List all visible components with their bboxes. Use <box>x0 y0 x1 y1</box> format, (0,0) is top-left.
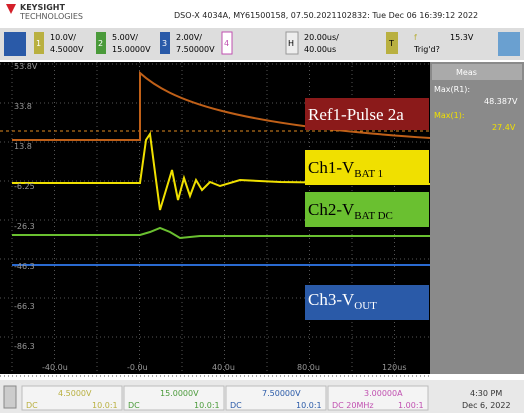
time-key[interactable]: H <box>288 39 294 48</box>
x-label: -0.0u <box>127 363 148 372</box>
legend-sub: OUT <box>354 300 377 312</box>
ch-scale: 2.00V/ <box>176 33 202 42</box>
meas-title[interactable]: Meas <box>456 68 477 77</box>
x-label: 120us <box>382 363 407 372</box>
time-delay: 40.00us <box>304 45 336 54</box>
ch-num[interactable]: 2 <box>98 39 103 48</box>
brand-sub: TECHNOLOGIES <box>19 12 83 21</box>
clock-time: 4:30 PM <box>470 389 502 398</box>
brand: KEYSIGHT <box>20 3 65 12</box>
x-label: -40.0u <box>42 363 68 372</box>
meas-value: 48.387V <box>484 97 518 106</box>
x-label: 80.0u <box>297 363 320 372</box>
y-label: -66.3 <box>14 302 35 311</box>
legend: Ref1-Pulse 2a <box>308 105 404 124</box>
y-label: 53.8V <box>14 62 38 71</box>
bottom-probe: 1.00:1 <box>398 401 424 410</box>
ch-num[interactable]: 3 <box>162 39 167 48</box>
ch-num[interactable]: 4 <box>224 39 229 48</box>
y-label: -86.3 <box>14 342 35 351</box>
y-label: -46.3 <box>14 262 35 271</box>
ch-offset: 4.5000V <box>50 45 84 54</box>
svg-text:Ch3-VOUT: Ch3-VOUT <box>308 290 377 312</box>
bottom-coupling: DC 20MHz <box>332 401 374 410</box>
bottom-cell <box>327 385 429 411</box>
y-label: 33.8 <box>14 102 32 111</box>
clock-date: Dec 6, 2022 <box>462 401 511 410</box>
svg-text:Ch1-VBAT 1: Ch1-VBAT 1 <box>308 158 383 180</box>
legend-sub: BAT DC <box>354 210 393 222</box>
svg-text:Ch2-VBAT DC: Ch2-VBAT DC <box>308 200 393 222</box>
bottom-offset: 4.5000V <box>58 389 92 398</box>
trig-level: 15.3V <box>450 33 474 42</box>
bottom-offset: 7.50000V <box>262 389 301 398</box>
logo <box>6 4 16 14</box>
ref1-trace <box>12 70 431 141</box>
trig-key[interactable]: T <box>388 39 394 48</box>
y-label: -6.25 <box>14 182 35 191</box>
meas-value: 27.4V <box>492 123 516 132</box>
bottom-offset: 3.00000A <box>364 389 403 398</box>
bottom-coupling: DC <box>128 401 140 410</box>
ch-scale: 5.00V/ <box>112 33 138 42</box>
bottom-coupling: DC <box>230 401 242 410</box>
bottom-coupling: DC <box>26 401 38 410</box>
ch-num[interactable]: 1 <box>36 39 41 48</box>
bottom-cell <box>21 385 123 411</box>
bottom-offset: 15.0000V <box>160 389 199 398</box>
legend: Ch3-V <box>308 290 355 309</box>
x-label: 40.0u <box>212 363 235 372</box>
bottom-probe: 10.0:1 <box>92 401 118 410</box>
ch-offset: 15.0000V <box>112 45 151 54</box>
y-label: 13.8 <box>14 142 32 151</box>
legend: Ch2-V <box>308 200 355 219</box>
ch-offset: 7.50000V <box>176 45 215 54</box>
bottom-probe: 10.0:1 <box>296 401 322 410</box>
time-scale: 20.00us/ <box>304 33 339 42</box>
bottom-cell <box>225 385 327 411</box>
trig-edge: f <box>414 33 417 42</box>
bottom-probe: 10.0:1 <box>194 401 220 410</box>
trig-status: Trig'd? <box>413 45 440 54</box>
info: DSO-X 4034A, MY61500158, 07.50.202110283… <box>174 11 478 20</box>
legend: Ch1-V <box>308 158 355 177</box>
y-label: -26.3 <box>14 222 35 231</box>
ch2-trace <box>12 226 430 240</box>
meas-label: Max(R1): <box>434 85 470 94</box>
bottom-cell <box>123 385 225 411</box>
ch-scale: 10.0V/ <box>50 33 76 42</box>
meas-label: Max(1): <box>434 111 465 120</box>
ch1-trace <box>12 131 431 211</box>
legend-sub: BAT 1 <box>354 168 383 180</box>
